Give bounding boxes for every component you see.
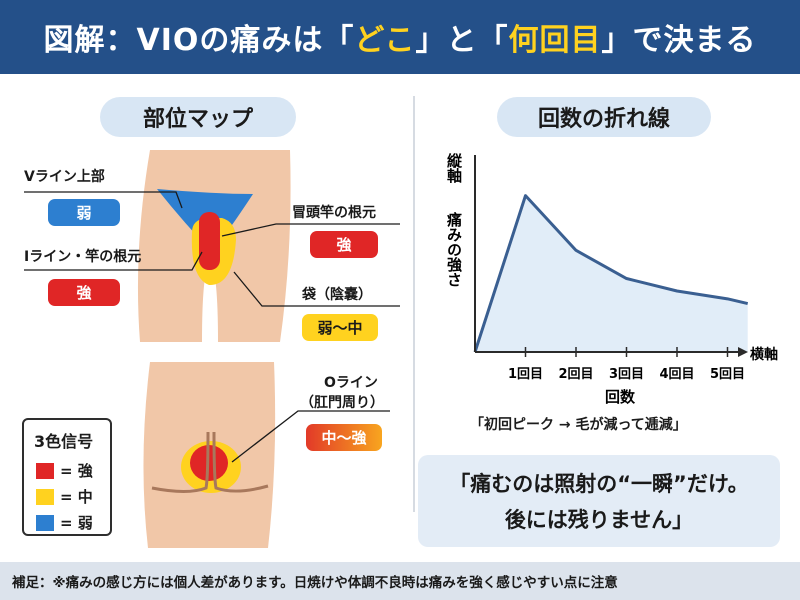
quote-line-1: 「痛むのは照射の“一瞬”だけ。	[449, 472, 749, 496]
callout-i-line-label: Iライン・竿の根元	[24, 249, 142, 265]
y-axis-label-1: 縦軸	[445, 152, 463, 184]
x-tick-label: 3回目	[609, 367, 644, 382]
callout-o-line-label-2: （肛門周り）	[300, 395, 384, 411]
panel-divider	[413, 96, 415, 512]
body-map-heading: 部位マップ	[100, 97, 296, 137]
x-axis-title: 回数	[605, 388, 636, 406]
page-title: 図解：VIOの痛みは「どこ」と「何回目」で決まる	[44, 15, 757, 59]
callout-glans-base-label: 冒頭竿の根元	[292, 205, 376, 221]
callout-o-line-badge: 中〜強	[306, 424, 382, 451]
callout-o-line-label-1: Oライン	[324, 375, 378, 391]
title-bar: 図解：VIOの痛みは「どこ」と「何回目」で決まる	[0, 0, 800, 74]
title-highlight-count: 何回目	[508, 23, 602, 58]
chart-ticks-group: 1回目 2回目 3回目 4回目 5回目	[508, 347, 745, 382]
legend-item-medium: = 中	[36, 486, 93, 507]
legend-title: 3色信号	[34, 432, 94, 451]
callout-i-line-badge: 強	[48, 279, 120, 306]
callout-glans-base-badge: 強	[310, 231, 378, 258]
leader-o-line	[231, 410, 390, 463]
i-line-zone	[199, 212, 220, 270]
leader-scrotum	[233, 271, 400, 307]
chart-area-fill	[475, 195, 748, 352]
x-tick-label: 1回目	[508, 367, 543, 382]
title-middle: 」と「	[415, 23, 509, 58]
buttock-crease-right	[212, 431, 269, 493]
callout-v-line-label: Vライン上部	[24, 169, 105, 185]
leader-i-line	[24, 251, 203, 271]
legend-text-weak: = 弱	[60, 514, 93, 532]
leader-v-line	[24, 191, 183, 209]
pain-line-chart: 1回目 2回目 3回目 4回目 5回目 縦軸 痛みの強さ 横軸 回数	[445, 152, 778, 406]
legend-swatch-blue	[36, 514, 54, 531]
callout-scrotum-badge: 弱〜中	[302, 314, 378, 341]
x-axis-label: 横軸	[750, 346, 778, 363]
callout-scrotum-label: 袋（陰嚢）	[302, 287, 372, 303]
legend-swatch-yellow	[36, 488, 54, 505]
x-tick-label: 2回目	[558, 367, 593, 382]
quote-line-2: 後には残りません」	[504, 508, 694, 532]
footer-note: 補足：※痛みの感じ方には個人差があります。日焼けや体調不良時は痛みを強く感じやす…	[0, 562, 800, 600]
leader-glans-base	[221, 223, 400, 237]
x-axis-arrow-icon	[738, 347, 748, 357]
legend-swatch-red	[36, 462, 54, 479]
chart-series-line	[473, 194, 749, 353]
chart-caption: 「初回ピーク → 毛が減って逓減」	[470, 417, 687, 433]
legend-item-weak: = 弱	[36, 512, 93, 533]
buttock-crease-left	[151, 431, 210, 493]
chart-area-group	[473, 194, 749, 353]
legend-text-strong: = 強	[60, 462, 93, 480]
title-prefix: 図解：VIOの痛みは「	[43, 23, 355, 58]
callout-v-line-badge: 弱	[48, 199, 120, 226]
title-suffix: 」で決まる	[601, 23, 757, 58]
color-legend: 3色信号 = 強 = 中 = 弱	[22, 418, 112, 536]
quote-box: 「痛むのは照射の“一瞬”だけ。 後には残りません」	[418, 455, 780, 547]
legend-item-strong: = 強	[36, 460, 93, 481]
chart-heading: 回数の折れ線	[497, 97, 711, 137]
legend-text-medium: = 中	[60, 488, 93, 506]
x-tick-label: 5回目	[710, 367, 745, 382]
title-highlight-where: どこ	[354, 23, 416, 58]
x-tick-label: 4回目	[659, 367, 694, 382]
y-axis-label-2: 痛みの強さ	[445, 211, 463, 287]
